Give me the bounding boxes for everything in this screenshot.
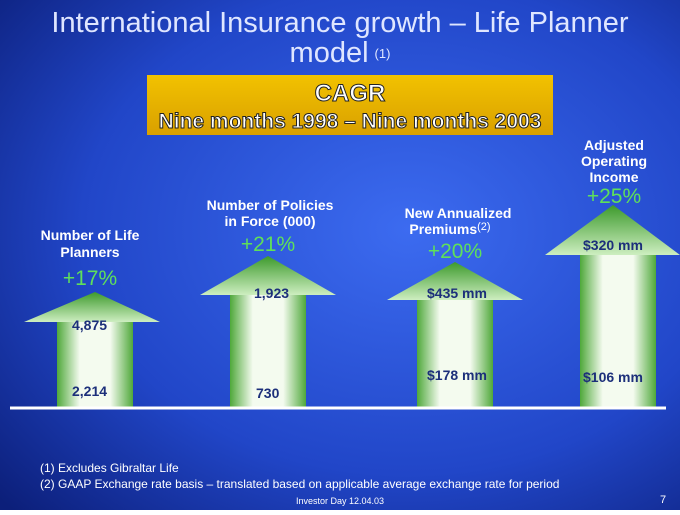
metric-label: Income — [589, 169, 638, 185]
metric-growth: +25% — [587, 185, 641, 208]
arrow-head — [545, 205, 680, 255]
start-value: 2,214 — [72, 383, 107, 399]
cagr-heading: CAGR — [315, 80, 386, 107]
metric-growth: +20% — [428, 240, 482, 263]
metric-label: Planners — [60, 244, 119, 260]
metric-growth: +21% — [241, 233, 295, 256]
metric-label: Number of Policies — [207, 197, 334, 213]
metric-label: Adjusted — [584, 137, 644, 153]
metric-label: Premiums(2) — [409, 221, 490, 237]
arrow-head — [387, 262, 523, 300]
title-note: (1) — [375, 46, 391, 61]
arrow-shaft — [230, 294, 306, 408]
footnote: (1) Excludes Gibraltar Life — [40, 461, 179, 475]
start-value: 730 — [256, 385, 280, 401]
title: model — [290, 37, 369, 69]
arrow-shaft — [417, 299, 493, 408]
start-value: $106 mm — [583, 369, 643, 385]
end-value: $320 mm — [583, 237, 643, 253]
arrow-shaft — [57, 321, 133, 408]
metric-label: Number of Life — [41, 227, 140, 243]
cagr-period: Nine months 1998 – Nine months 2003 — [159, 110, 542, 133]
footer-event: Investor Day 12.04.03 — [296, 496, 384, 506]
metric-growth: +17% — [63, 267, 117, 290]
end-value: $435 mm — [427, 285, 487, 301]
arrows — [24, 205, 680, 408]
end-value: 4,875 — [72, 317, 107, 333]
cagr-box — [147, 75, 553, 135]
metric-label: New Annualized — [405, 205, 512, 221]
page-number: 7 — [660, 494, 666, 506]
start-value: $178 mm — [427, 367, 487, 383]
footnote: (2) GAAP Exchange rate basis – translate… — [40, 477, 559, 491]
arrow-head — [24, 292, 160, 322]
end-value: 1,923 — [254, 285, 289, 301]
title: model (1) — [290, 37, 391, 69]
metric-label: Premiums — [409, 221, 477, 237]
metric-label: Operating — [581, 153, 647, 169]
title: International Insurance growth – Life Pl… — [51, 7, 628, 39]
metric-note: (2) — [477, 221, 490, 233]
arrow-shaft — [580, 254, 656, 408]
metric-label: in Force (000) — [224, 213, 315, 229]
arrow-head — [200, 256, 336, 295]
